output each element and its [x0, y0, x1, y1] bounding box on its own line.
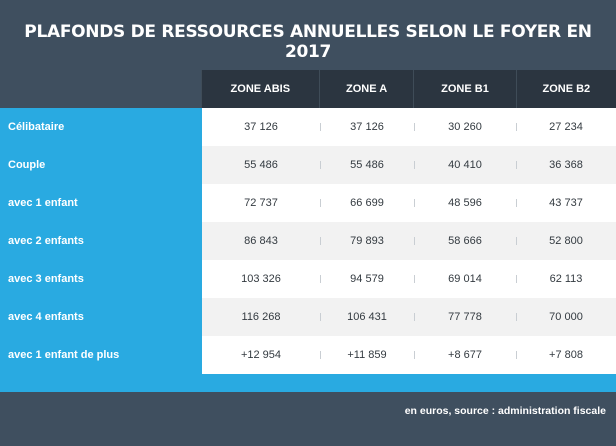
row-label: avec 3 enfants [0, 260, 202, 298]
row-label: avec 2 enfants [0, 222, 202, 260]
table-cell: 37 126 [202, 108, 320, 146]
table-cell: 106 431 [320, 298, 414, 336]
table-row: avec 1 enfant 72 737 66 699 48 596 43 73… [0, 184, 616, 222]
bottom-band-right [202, 374, 616, 392]
table-cell: +8 677 [414, 336, 516, 374]
table-cell: +11 859 [320, 336, 414, 374]
table-bottom-band [0, 374, 616, 392]
table-cell: 62 113 [516, 260, 616, 298]
table-cell: 43 737 [516, 184, 616, 222]
table-cell: 94 579 [320, 260, 414, 298]
header-spacer [0, 70, 201, 108]
table-cell: 66 699 [320, 184, 414, 222]
table-cell: 116 268 [202, 298, 320, 336]
table-cell: 27 234 [516, 108, 616, 146]
table-cell: 79 893 [320, 222, 414, 260]
table-cell: 30 260 [414, 108, 516, 146]
table-cell: 103 326 [202, 260, 320, 298]
table-cell: 37 126 [320, 108, 414, 146]
table-row: avec 4 enfants 116 268 106 431 77 778 70… [0, 298, 616, 336]
table-cell: 55 486 [320, 146, 414, 184]
column-header-zone-a: ZONE A [318, 70, 414, 108]
table-cell: 48 596 [414, 184, 516, 222]
page-title: PLAFONDS DE RESSOURCES ANNUELLES SELON L… [24, 22, 592, 62]
table-row: avec 1 enfant de plus +12 954 +11 859 +8… [0, 336, 616, 374]
column-header-zone-abis: ZONE ABIS [200, 70, 319, 108]
row-label: avec 1 enfant [0, 184, 202, 222]
table-cell: 40 410 [414, 146, 516, 184]
bottom-band-left [0, 374, 202, 392]
column-header-zone-b2: ZONE B2 [515, 70, 616, 108]
table-row: avec 2 enfants 86 843 79 893 58 666 52 8… [0, 222, 616, 260]
table-cell: 58 666 [414, 222, 516, 260]
table-cell: 77 778 [414, 298, 516, 336]
table-row: Couple 55 486 55 486 40 410 36 368 [0, 146, 616, 184]
row-label: avec 1 enfant de plus [0, 336, 202, 374]
table-cell: 36 368 [516, 146, 616, 184]
row-label: avec 4 enfants [0, 298, 202, 336]
table-row: avec 3 enfants 103 326 94 579 69 014 62 … [0, 260, 616, 298]
table-cell: 69 014 [414, 260, 516, 298]
table-cell: 86 843 [202, 222, 320, 260]
income-limits-table: ZONE ABIS ZONE A ZONE B1 ZONE B2 Célibat… [0, 70, 616, 392]
table-header-row: ZONE ABIS ZONE A ZONE B1 ZONE B2 [0, 70, 616, 108]
table-cell: +12 954 [202, 336, 320, 374]
table-cell: +7 808 [516, 336, 616, 374]
table-cell: 72 737 [202, 184, 320, 222]
table-cell: 70 000 [516, 298, 616, 336]
table-row: Célibataire 37 126 37 126 30 260 27 234 [0, 108, 616, 146]
column-header-zone-b1: ZONE B1 [413, 70, 516, 108]
source-note: en euros, source : administration fiscal… [404, 405, 606, 417]
row-label: Célibataire [0, 108, 202, 146]
table-cell: 55 486 [202, 146, 320, 184]
row-label: Couple [0, 146, 202, 184]
table-cell: 52 800 [516, 222, 616, 260]
